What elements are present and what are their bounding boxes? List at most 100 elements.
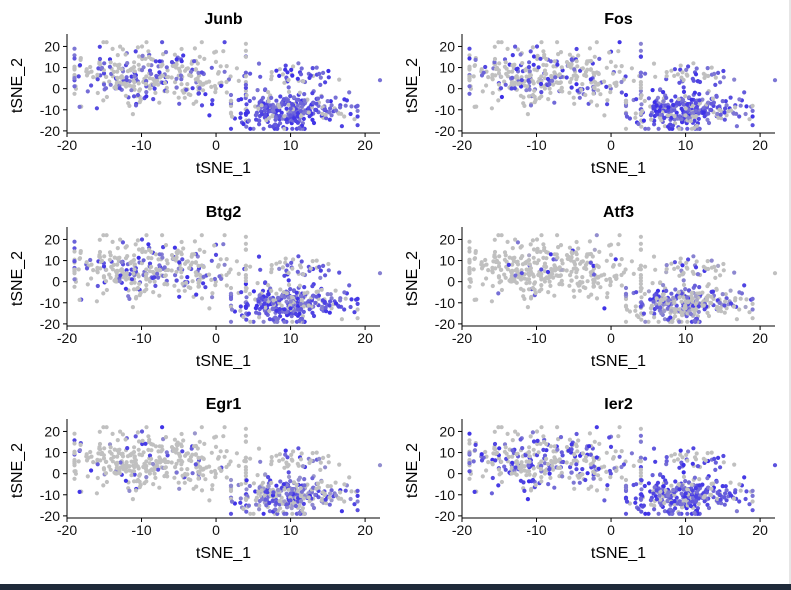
data-point	[178, 266, 184, 271]
data-point	[527, 445, 532, 450]
data-point	[588, 270, 593, 275]
data-point	[721, 68, 726, 74]
window-edge	[789, 0, 791, 584]
data-point	[295, 103, 300, 108]
data-point	[193, 67, 198, 72]
x-tick-label: 0	[212, 137, 220, 153]
data-point	[259, 305, 264, 310]
data-point	[572, 294, 577, 299]
data-point	[580, 467, 585, 472]
data-point	[158, 268, 163, 273]
data-point	[313, 107, 318, 112]
data-point	[348, 111, 353, 117]
data-point	[685, 126, 690, 131]
data-point	[720, 484, 725, 489]
data-point	[119, 67, 124, 72]
y-tick-label: 10	[439, 253, 455, 269]
data-point	[224, 464, 229, 470]
data-point	[281, 97, 286, 102]
data-point	[124, 78, 129, 83]
data-point	[196, 79, 201, 84]
data-point	[99, 450, 105, 455]
data-point	[696, 111, 701, 116]
data-point	[187, 266, 192, 271]
data-point	[693, 265, 699, 270]
data-point	[576, 246, 581, 251]
data-point	[286, 77, 291, 83]
data-point	[688, 118, 694, 124]
data-point	[184, 87, 189, 92]
data-point	[617, 233, 622, 238]
data-point	[238, 115, 243, 120]
data-point	[536, 258, 541, 263]
data-point	[737, 114, 742, 119]
data-point	[527, 262, 532, 267]
data-point	[228, 291, 234, 297]
data-point	[185, 66, 190, 71]
data-point	[263, 87, 268, 92]
data-point	[127, 103, 132, 108]
data-point	[192, 59, 197, 64]
data-point	[283, 256, 288, 261]
data-point	[662, 500, 667, 506]
data-point	[709, 101, 714, 106]
data-point	[259, 103, 264, 108]
data-point	[72, 66, 77, 71]
x-tick-label: 10	[283, 522, 299, 538]
data-point	[328, 299, 333, 304]
data-point	[342, 482, 347, 487]
data-point	[152, 279, 157, 284]
data-point	[342, 114, 347, 119]
data-point	[138, 482, 143, 488]
data-point	[733, 105, 738, 110]
data-point	[694, 489, 700, 494]
data-point	[536, 450, 541, 455]
data-point	[123, 286, 128, 291]
data-point	[588, 67, 593, 72]
data-point	[467, 66, 472, 71]
data-point	[247, 483, 252, 489]
data-point	[202, 249, 207, 254]
data-point	[152, 467, 157, 472]
data-point	[185, 467, 190, 472]
data-point	[183, 453, 188, 458]
data-point	[248, 319, 253, 324]
data-point	[578, 68, 583, 73]
y-axis-label: tSNE_2	[404, 58, 421, 113]
data-point	[262, 301, 267, 306]
data-point	[677, 295, 682, 300]
data-point	[296, 446, 301, 451]
data-point	[263, 280, 268, 285]
data-point	[681, 278, 686, 283]
data-point	[541, 434, 546, 439]
data-point	[271, 490, 276, 495]
data-point	[527, 87, 532, 92]
data-point	[548, 59, 554, 64]
data-point	[719, 309, 724, 314]
data-point	[253, 489, 258, 494]
data-point	[513, 44, 518, 49]
data-point	[538, 56, 543, 61]
data-point	[377, 463, 383, 468]
data-point	[183, 68, 188, 73]
data-point	[277, 73, 282, 78]
data-point	[224, 272, 229, 278]
data-point	[108, 275, 113, 280]
data-point	[591, 263, 596, 268]
data-point	[526, 463, 531, 468]
data-point	[722, 117, 727, 122]
data-point	[108, 445, 113, 450]
x-tick-label: -10	[526, 330, 546, 346]
data-point	[681, 89, 687, 94]
data-point	[552, 263, 557, 268]
data-point	[212, 243, 217, 248]
data-point	[254, 117, 259, 122]
data-point	[672, 67, 678, 72]
data-point	[467, 469, 472, 474]
data-point	[678, 448, 683, 453]
data-point	[472, 104, 477, 109]
data-point	[192, 239, 197, 244]
data-point	[638, 74, 644, 79]
data-point	[177, 486, 182, 491]
